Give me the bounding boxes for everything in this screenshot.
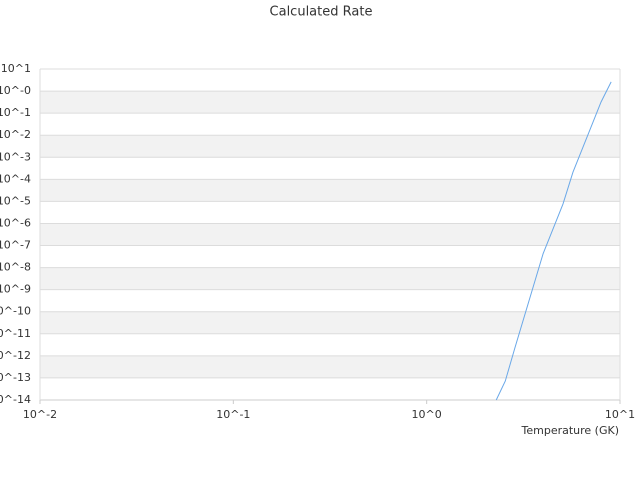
y-tick-label: 10^-1: [0, 106, 31, 119]
y-tick-label: 10^-6: [0, 216, 31, 229]
y-tick-label: 10^-11: [0, 327, 31, 340]
x-axis-label: Temperature (GK): [521, 424, 620, 437]
x-tick-label: 10^-1: [216, 408, 250, 421]
y-tick-label: 10^-2: [0, 128, 31, 141]
y-tick-label: 10^-4: [0, 172, 31, 185]
grid-band: [40, 311, 620, 334]
y-tick-label: 10^-12: [0, 349, 31, 362]
x-tick-label: 10^0: [412, 408, 442, 421]
y-tick-label: 10^-10: [0, 305, 31, 318]
y-tick-label: 10^-7: [0, 239, 31, 252]
grid-band: [40, 91, 620, 114]
x-tick-label: 10^1: [605, 408, 635, 421]
x-tick-label: 10^-2: [23, 408, 57, 421]
grid-band: [40, 267, 620, 290]
grid-band: [40, 223, 620, 246]
y-tick-label: 10^-0: [0, 84, 31, 97]
y-tick-label: 10^-14: [0, 393, 31, 406]
data-line: [495, 81, 612, 401]
grid-band: [40, 135, 620, 158]
y-tick-label: 10^-8: [0, 261, 31, 274]
grid-band: [40, 179, 620, 202]
y-tick-label: 10^-13: [0, 371, 31, 384]
y-tick-label: 10^1: [1, 62, 31, 75]
y-tick-label: 10^-9: [0, 283, 31, 296]
chart-title: Calculated Rate: [270, 5, 373, 20]
y-tick-label: 10^-3: [0, 150, 31, 163]
grid-band: [40, 355, 620, 378]
y-tick-label: 10^-5: [0, 194, 31, 207]
